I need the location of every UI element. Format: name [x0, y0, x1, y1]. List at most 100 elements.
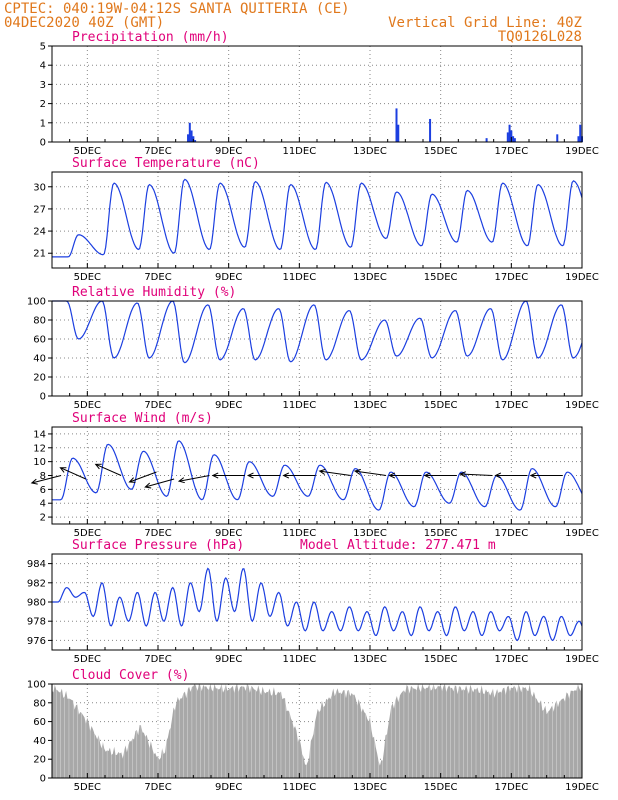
precip-bar — [429, 118, 432, 142]
wind-vector — [128, 471, 157, 483]
y-tick-label: 10 — [33, 457, 46, 468]
x-tick-label: 11DEC — [282, 654, 316, 665]
y-tick-label: 8 — [40, 471, 46, 482]
wind-vector — [353, 468, 387, 476]
x-tick-label: 15DEC — [424, 782, 458, 793]
run-time: 04DEC2020 40Z (GMT) — [4, 15, 164, 31]
plot-area — [52, 172, 582, 268]
x-tick-label: 5DEC — [74, 272, 101, 283]
y-tick-label: 984 — [27, 559, 46, 570]
y-tick-label: 982 — [27, 578, 46, 589]
x-tick-label: 13DEC — [353, 782, 387, 793]
y-tick-label: 60 — [33, 717, 46, 728]
y-tick-label: 40 — [33, 736, 46, 747]
precip-bar — [556, 134, 559, 142]
x-tick-label: 19DEC — [565, 528, 599, 539]
panel-surface-wind: 2 4 6 8 10 12 14 5DEC 7DEC 9DEC 11DEC 13DEC 15DEC 17D… — [30, 411, 599, 539]
y-tick-label: 0 — [40, 392, 46, 403]
panel-title: Surface Temperature (nC) — [72, 156, 260, 171]
x-tick-label: 5DEC — [74, 146, 101, 157]
y-tick-label: 3 — [40, 80, 46, 91]
model-altitude: Model Altitude: 277.471 m — [300, 538, 496, 553]
precip-bar — [188, 122, 191, 142]
y-tick-label: 980 — [27, 598, 46, 609]
series-line — [52, 178, 583, 258]
wind-vector — [318, 468, 351, 476]
y-tick-label: 4 — [40, 499, 46, 510]
station-line: CPTEC: 040:19W-04:12S SANTA QUITERIA (CE… — [4, 1, 350, 17]
y-tick-label: 30 — [33, 182, 46, 193]
precip-bar — [508, 124, 511, 142]
y-tick-label: 80 — [33, 316, 46, 327]
x-tick-label: 19DEC — [565, 400, 599, 411]
y-tick-label: 24 — [33, 227, 46, 238]
x-tick-label: 11DEC — [282, 782, 316, 793]
panel-surface-temperature: 21 24 27 30 5DEC 7DEC 9DEC 11DEC 13DEC 15DEC 17DEC… — [33, 156, 599, 283]
wind-vector — [459, 471, 493, 478]
x-tick-label: 5DEC — [74, 400, 101, 411]
y-tick-label: 40 — [33, 354, 46, 365]
precip-bar — [485, 138, 488, 142]
wind-vector — [211, 472, 245, 479]
x-tick-label: 7DEC — [144, 654, 171, 665]
precip-bar — [506, 132, 509, 142]
x-tick-label: 19DEC — [565, 272, 599, 283]
x-tick-label: 13DEC — [353, 146, 387, 157]
wind-vector — [59, 467, 87, 480]
x-tick-label: 17DEC — [494, 654, 528, 665]
y-tick-label: 27 — [33, 204, 46, 215]
wind-vector — [177, 475, 210, 484]
wind-vector — [94, 463, 122, 476]
wind-vector — [144, 478, 175, 489]
x-tick-label: 9DEC — [215, 400, 242, 411]
x-tick-label: 13DEC — [353, 528, 387, 539]
wind-vector — [388, 472, 422, 479]
precip-bar — [510, 130, 513, 142]
x-tick-label: 7DEC — [144, 782, 171, 793]
x-tick-label: 13DEC — [353, 272, 387, 283]
x-tick-label: 5DEC — [74, 782, 101, 793]
x-tick-label: 9DEC — [215, 782, 242, 793]
y-tick-label: 60 — [33, 335, 46, 346]
x-tick-label: 17DEC — [494, 400, 528, 411]
precip-bar — [194, 140, 197, 142]
panel-title: Precipitation (mm/h) — [72, 30, 229, 45]
panel-title: Cloud Cover (%) — [72, 668, 189, 683]
precip-bar — [397, 124, 400, 142]
x-tick-label: 7DEC — [144, 528, 171, 539]
panel-title: Relative Humidity (%) — [72, 285, 236, 300]
x-tick-label: 9DEC — [215, 146, 242, 157]
y-tick-label: 80 — [33, 698, 46, 709]
x-tick-label: 9DEC — [215, 528, 242, 539]
x-tick-label: 19DEC — [565, 782, 599, 793]
x-tick-label: 7DEC — [144, 146, 171, 157]
y-tick-label: 4 — [40, 61, 46, 72]
precip-bar — [512, 136, 515, 142]
x-tick-label: 11DEC — [282, 528, 316, 539]
x-tick-label: 9DEC — [215, 654, 242, 665]
y-tick-label: 20 — [33, 755, 46, 766]
grid-note: Vertical Grid Line: 40Z — [388, 15, 582, 31]
wind-vector — [282, 472, 316, 479]
y-tick-label: 978 — [27, 617, 46, 628]
y-tick-label: 2 — [40, 99, 46, 110]
series-line — [52, 440, 583, 511]
x-tick-label: 7DEC — [144, 400, 171, 411]
panel-title: Surface Wind (m/s) — [72, 411, 213, 426]
x-tick-label: 19DEC — [565, 146, 599, 157]
x-tick-label: 15DEC — [424, 146, 458, 157]
wind-vector — [529, 472, 563, 479]
y-tick-label: 14 — [33, 429, 46, 440]
panel-cloud-cover: 0 20 40 60 80 100 5DEC 7DEC 9DEC 11DEC 13DEC 15DEC 1… — [27, 668, 599, 793]
plot-area — [52, 46, 582, 142]
y-tick-label: 0 — [40, 774, 46, 785]
wind-vector — [246, 472, 281, 479]
y-tick-label: 5 — [40, 42, 46, 53]
header: CPTEC: 040:19W-04:12S SANTA QUITERIA (CE… — [4, 1, 582, 45]
wind-vector — [423, 472, 457, 479]
wind-vector — [494, 472, 528, 479]
series-line — [52, 567, 583, 642]
x-tick-label: 13DEC — [353, 654, 387, 665]
precip-bar — [579, 124, 582, 142]
